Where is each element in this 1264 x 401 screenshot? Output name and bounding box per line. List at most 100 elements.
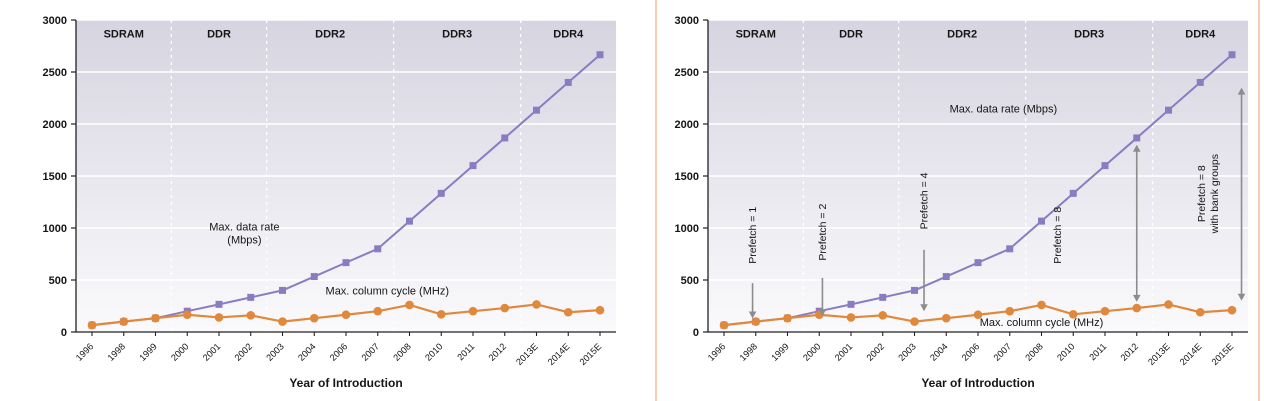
x-tick-label: 2008: [1023, 341, 1045, 363]
generation-label: DDR2: [315, 29, 345, 41]
x-tick-label: 1996: [74, 341, 96, 363]
data-rate-marker: [564, 78, 572, 86]
x-tick-label: 2006: [328, 341, 350, 363]
column-cycle-marker: [182, 310, 192, 320]
x-tick-label: 2001: [833, 341, 855, 363]
column-cycle-marker: [1132, 303, 1142, 313]
column-cycle-marker: [309, 313, 319, 323]
data-rate-marker: [942, 273, 950, 281]
x-tick-label: 2011: [455, 341, 476, 362]
data-rate-marker: [247, 293, 255, 301]
y-tick-label: 2500: [675, 67, 699, 79]
x-tick-label: 2008: [391, 341, 413, 363]
slide-right-border: [1258, 0, 1260, 401]
data-rate-marker: [1006, 245, 1014, 253]
prefetch-label: Prefetch = 4: [919, 172, 931, 229]
x-tick-label: 1996: [706, 341, 728, 363]
x-tick-label: 2015E: [1210, 341, 1236, 367]
x-tick-label: 2000: [801, 341, 823, 363]
panel-divider: [655, 0, 657, 401]
column-cycle-marker: [563, 307, 573, 317]
data-rate-marker: [215, 300, 223, 308]
y-tick-label: 1000: [675, 223, 699, 235]
data-rate-marker: [501, 134, 509, 142]
arrow-head-up-icon: [1237, 87, 1246, 95]
column-cycle-marker: [246, 311, 256, 320]
column-cycle-marker: [1164, 300, 1173, 309]
arrow-head-up-icon: [1132, 144, 1141, 152]
column-cycle-marker: [341, 310, 351, 320]
data-rate-marker: [1038, 217, 1045, 225]
chart-dram-rates-left: SDRAM DDR DDR2 DDR3 DDR4 0 500 1000 1500 2000 2500…: [43, 15, 616, 390]
x-axis-title: Year of Introduction: [921, 376, 1034, 390]
y-tick-label: 0: [693, 327, 699, 339]
x-tick-label: 2007: [992, 341, 1014, 363]
data-rate-marker: [1196, 78, 1204, 86]
x-tick-label: 2011: [1087, 341, 1108, 362]
annotation-label: Max. data rate (Mbps): [950, 103, 1058, 115]
data-rate-marker: [310, 273, 318, 281]
prefetch-label: Prefetch = 2: [817, 204, 829, 261]
x-tick-label: 1998: [738, 341, 760, 363]
column-cycle-marker: [1195, 307, 1205, 317]
x-tick-label: 2012: [1119, 341, 1141, 363]
generation-label: SDRAM: [736, 29, 776, 41]
annotation-label: (Mbps): [227, 235, 261, 247]
x-tick-label: 2000: [169, 341, 191, 363]
column-cycle-marker: [278, 317, 287, 326]
x-tick-label: 2013E: [514, 341, 540, 367]
x-tick-label: 2001: [201, 341, 223, 363]
arrow-head-down-icon: [1132, 294, 1141, 302]
generation-label: SDRAM: [104, 29, 144, 41]
data-rate-marker: [1101, 162, 1109, 170]
column-cycle-marker: [595, 305, 605, 315]
data-rate-marker: [1133, 134, 1141, 142]
generation-label: DDR4: [553, 29, 584, 41]
generation-label: DDR: [839, 29, 863, 41]
y-tick-label: 2500: [43, 67, 67, 79]
column-cycle-marker: [751, 317, 761, 326]
y-tick-label: 500: [49, 275, 67, 287]
data-rate-marker: [1069, 189, 1077, 197]
x-tick-label: 2006: [960, 341, 982, 363]
y-tick-label: 1500: [43, 171, 67, 183]
data-rate-marker: [437, 189, 445, 197]
column-cycle-marker: [436, 310, 446, 319]
data-rate-marker: [847, 300, 855, 308]
generation-label: DDR: [207, 29, 231, 41]
x-tick-label: 2012: [487, 341, 509, 363]
data-rate-marker: [1165, 106, 1172, 114]
y-tick-label: 1000: [43, 223, 67, 235]
column-cycle-marker: [1037, 300, 1046, 310]
column-cycle-marker: [1227, 305, 1237, 315]
data-rate-marker: [596, 51, 604, 59]
column-cycle-marker: [468, 306, 478, 316]
data-rate-marker: [1228, 51, 1236, 59]
generation-label: DDR2: [947, 29, 977, 41]
x-tick-label: 2002: [865, 341, 887, 363]
column-cycle-marker: [1005, 306, 1015, 316]
annotation-label: Max. data rate: [209, 222, 279, 234]
x-tick-label: 2004: [296, 341, 318, 363]
x-tick-label: 2003: [896, 341, 918, 363]
column-cycle-marker: [1068, 310, 1078, 319]
column-cycle-marker: [719, 320, 729, 330]
column-cycle-marker: [910, 317, 919, 326]
annotation-label: Max. column cycle (MHz): [980, 317, 1103, 329]
data-rate-marker: [879, 293, 887, 301]
data-rate-marker: [406, 217, 413, 225]
x-tick-label: 2004: [928, 341, 950, 363]
arrow-head-down-icon: [920, 304, 928, 312]
column-cycle-marker: [783, 313, 792, 323]
x-tick-label: 1998: [106, 341, 128, 363]
y-tick-label: 3000: [43, 15, 67, 27]
y-tick-label: 0: [61, 327, 67, 339]
column-cycle-marker: [1100, 306, 1110, 316]
column-cycle-marker: [878, 311, 888, 320]
x-tick-label: 1999: [769, 341, 791, 363]
generation-label: DDR4: [1185, 29, 1216, 41]
x-tick-label: 2015E: [578, 341, 604, 367]
prefetch-label: Prefetch = 1: [747, 207, 759, 264]
column-cycle-marker: [214, 313, 224, 322]
x-tick-label: 2007: [360, 341, 382, 363]
